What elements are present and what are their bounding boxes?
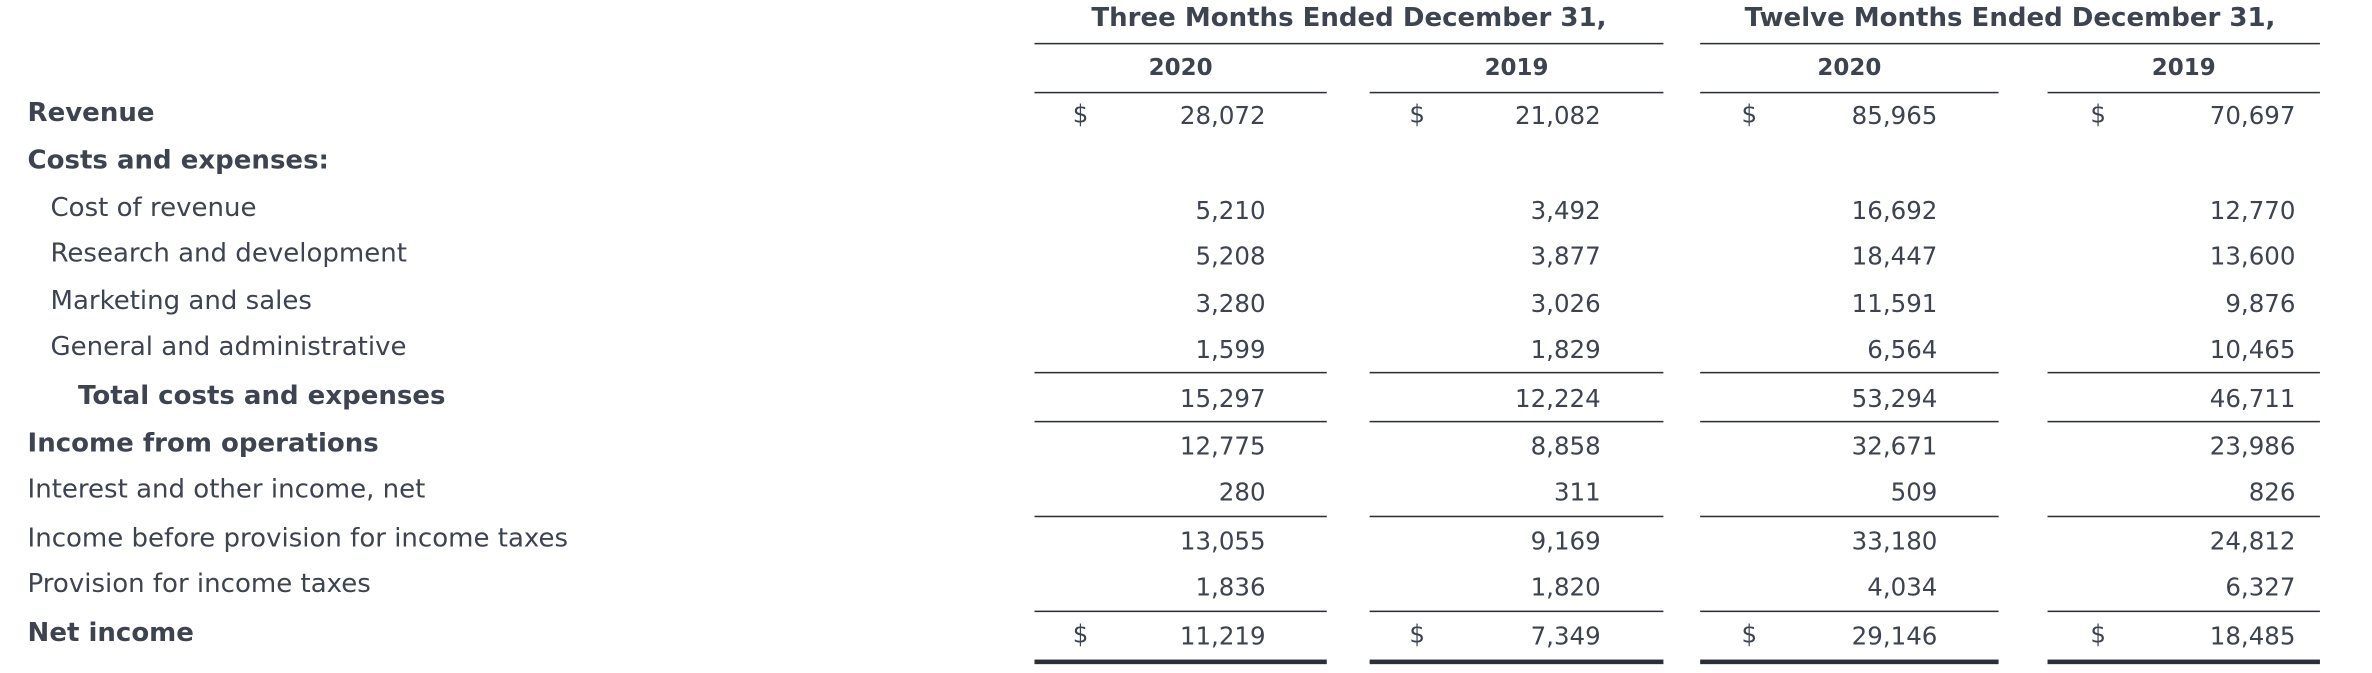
total-double-rule	[1034, 659, 1327, 665]
year-header-rule	[1034, 91, 1327, 94]
value-cell: 9,876	[2225, 289, 2296, 319]
value-cell: 33,180	[1851, 526, 1938, 556]
subtotal-rule	[2047, 610, 2320, 613]
value-cell: 15,297	[1179, 384, 1266, 414]
value-cell: 8,858	[1530, 431, 1601, 461]
value-cell: 32,671	[1851, 431, 1938, 461]
value-cell: 7,349	[1530, 621, 1601, 651]
value-cell: 11,591	[1851, 289, 1938, 319]
subtotal-rule	[1034, 515, 1327, 518]
row-label: Cost of revenue	[50, 192, 257, 224]
currency-symbol: $	[2090, 619, 2106, 649]
value-cell: 5,208	[1195, 241, 1266, 271]
row-label: Total costs and expenses	[78, 381, 446, 412]
value-cell: 3,877	[1530, 241, 1601, 271]
group-header-rule	[1034, 42, 1664, 45]
subtotal-rule	[1700, 371, 1999, 374]
row-label: Interest and other income, net	[27, 474, 426, 505]
subtotal-rule	[1700, 420, 1999, 423]
subtotal-rule	[2047, 371, 2320, 374]
subtotal-rule	[1369, 371, 1664, 374]
subtotal-rule	[1034, 610, 1327, 613]
total-double-rule	[1369, 659, 1664, 665]
value-cell: 3,492	[1530, 195, 1601, 225]
subtotal-rule	[2047, 515, 2320, 518]
subtotal-rule	[2047, 420, 2320, 423]
value-cell: 23,986	[2209, 431, 2296, 461]
value-cell: 13,600	[2209, 241, 2296, 271]
value-cell: 24,812	[2209, 526, 2296, 556]
year-header-rule	[1700, 91, 1999, 94]
value-cell: 1,829	[1530, 335, 1601, 365]
subtotal-rule	[1369, 420, 1664, 423]
row-label: Income before provision for income taxes	[27, 523, 569, 554]
currency-symbol: $	[1741, 619, 1758, 649]
value-cell: 1,820	[1530, 572, 1601, 602]
value-cell: 16,692	[1851, 195, 1938, 225]
value-cell: 29,146	[1851, 621, 1938, 651]
group-header-rule	[1700, 42, 2320, 45]
row-label: Revenue	[27, 97, 155, 129]
total-double-rule	[2047, 659, 2320, 665]
currency-symbol: $	[1741, 99, 1758, 129]
value-cell: 28,072	[1179, 100, 1266, 131]
year-header: 2019	[1484, 53, 1549, 82]
row-label: Marketing and sales	[50, 286, 312, 317]
year-header-rule	[1369, 91, 1664, 94]
value-cell: 18,447	[1851, 241, 1938, 271]
value-cell: 1,599	[1195, 335, 1266, 365]
value-cell: 10,465	[2209, 335, 2296, 365]
row-label: Costs and expenses:	[27, 145, 329, 176]
value-cell: 826	[2248, 477, 2296, 507]
row-label: Provision for income taxes	[27, 569, 371, 600]
value-cell: 280	[1218, 477, 1266, 507]
subtotal-rule	[1369, 515, 1664, 518]
row-label: General and administrative	[50, 332, 407, 363]
value-cell: 3,026	[1530, 289, 1601, 319]
value-cell: 311	[1553, 477, 1601, 507]
year-header: 2020	[1817, 53, 1882, 82]
value-cell: 12,224	[1515, 384, 1601, 414]
value-cell: 18,485	[2209, 621, 2296, 651]
group-title-twelve-months: Twelve Months Ended December 31,	[1744, 3, 2276, 34]
value-cell: 11,219	[1179, 621, 1266, 651]
value-cell: 9,169	[1530, 526, 1601, 556]
subtotal-rule	[1034, 371, 1327, 374]
subtotal-rule	[1034, 420, 1327, 423]
value-cell: 21,082	[1515, 100, 1601, 131]
value-cell: 53,294	[1851, 384, 1938, 414]
value-cell: 1,836	[1195, 572, 1266, 602]
group-title-three-months: Three Months Ended December 31,	[1091, 3, 1607, 34]
year-header: 2020	[1148, 53, 1213, 82]
value-cell: 509	[1890, 477, 1938, 507]
value-cell: 85,965	[1851, 100, 1938, 131]
value-cell: 6,327	[2225, 572, 2296, 602]
value-cell: 6,564	[1867, 335, 1938, 365]
subtotal-rule	[1700, 610, 1999, 613]
year-header: 2019	[2151, 53, 2216, 82]
currency-symbol: $	[1409, 619, 1425, 649]
subtotal-rule	[1700, 515, 1999, 518]
value-cell: 4,034	[1867, 572, 1938, 602]
value-cell: 12,770	[2209, 195, 2296, 225]
row-label: Income from operations	[27, 428, 379, 460]
currency-symbol: $	[1072, 619, 1089, 649]
value-cell: 70,697	[2209, 100, 2296, 131]
row-label: Research and development	[50, 238, 407, 270]
value-cell: 5,210	[1195, 195, 1266, 225]
row-label: Net income	[27, 618, 194, 649]
currency-symbol: $	[2090, 99, 2106, 129]
currency-symbol: $	[1072, 99, 1089, 129]
value-cell: 12,775	[1179, 431, 1266, 461]
subtotal-rule	[1369, 610, 1664, 613]
year-header-rule	[2047, 91, 2320, 94]
value-cell: 3,280	[1195, 289, 1266, 319]
value-cell: 46,711	[2209, 384, 2296, 414]
total-double-rule	[1700, 659, 1999, 665]
value-cell: 13,055	[1179, 526, 1266, 556]
currency-symbol: $	[1409, 99, 1425, 129]
